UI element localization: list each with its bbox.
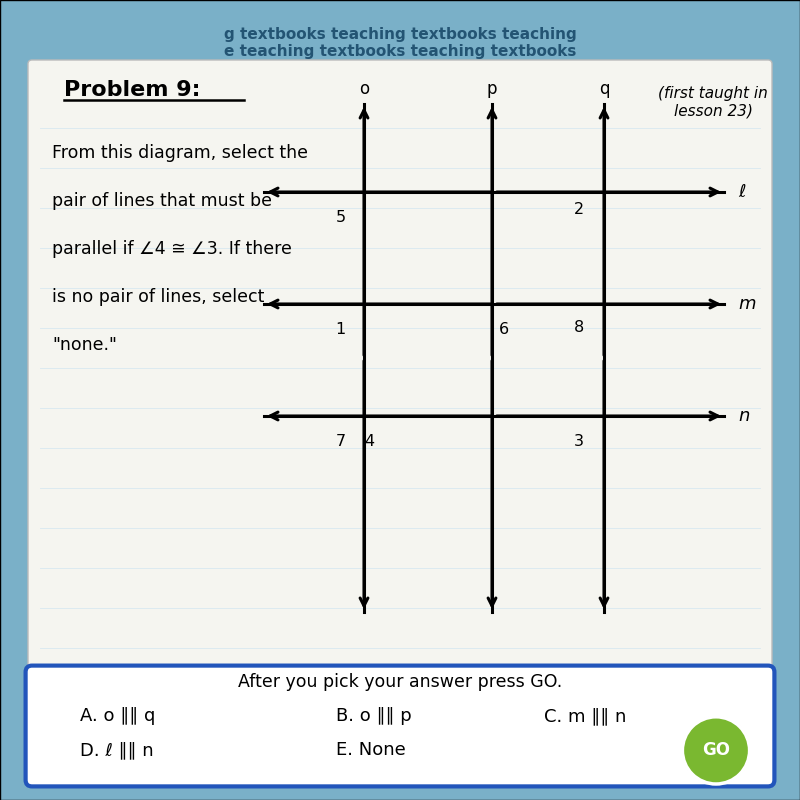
- Text: m: m: [738, 295, 756, 313]
- Text: g textbooks teaching textbooks teaching: g textbooks teaching textbooks teaching: [224, 27, 576, 42]
- Text: 5: 5: [335, 210, 346, 225]
- Text: 3: 3: [574, 434, 584, 449]
- Text: From this diagram, select the: From this diagram, select the: [52, 144, 308, 162]
- Text: 2: 2: [574, 202, 584, 217]
- Text: 7: 7: [335, 434, 346, 449]
- Text: q: q: [598, 80, 610, 98]
- Circle shape: [682, 717, 750, 784]
- FancyBboxPatch shape: [28, 60, 772, 668]
- Text: B. o ∥∥ p: B. o ∥∥ p: [336, 707, 412, 725]
- Text: E. None: E. None: [336, 742, 406, 759]
- Text: e teaching textbooks teaching textbooks: e teaching textbooks teaching textbooks: [224, 44, 576, 58]
- Text: Problem 9:: Problem 9:: [64, 80, 201, 100]
- Text: n: n: [738, 407, 750, 425]
- Text: 1: 1: [335, 322, 346, 337]
- Text: After you pick your answer press GO.: After you pick your answer press GO.: [238, 673, 562, 690]
- Text: is no pair of lines, select: is no pair of lines, select: [52, 288, 264, 306]
- Text: (first taught in
lesson 23): (first taught in lesson 23): [658, 86, 768, 118]
- FancyBboxPatch shape: [26, 666, 774, 786]
- Text: D. ℓ ∥∥ n: D. ℓ ∥∥ n: [80, 742, 154, 759]
- Text: 6: 6: [498, 322, 509, 337]
- Text: GO: GO: [702, 742, 730, 759]
- Text: 4: 4: [364, 434, 374, 449]
- Text: p: p: [486, 80, 498, 98]
- Text: 8: 8: [574, 320, 584, 335]
- Text: "none.": "none.": [52, 336, 117, 354]
- Text: pair of lines that must be: pair of lines that must be: [52, 192, 272, 210]
- Text: C. m ∥∥ n: C. m ∥∥ n: [544, 707, 626, 725]
- Text: parallel if ∠4 ≅ ∠3. If there: parallel if ∠4 ≅ ∠3. If there: [52, 240, 292, 258]
- Text: A. o ∥∥ q: A. o ∥∥ q: [80, 707, 155, 725]
- Text: ℓ: ℓ: [738, 183, 746, 201]
- Text: o: o: [359, 80, 369, 98]
